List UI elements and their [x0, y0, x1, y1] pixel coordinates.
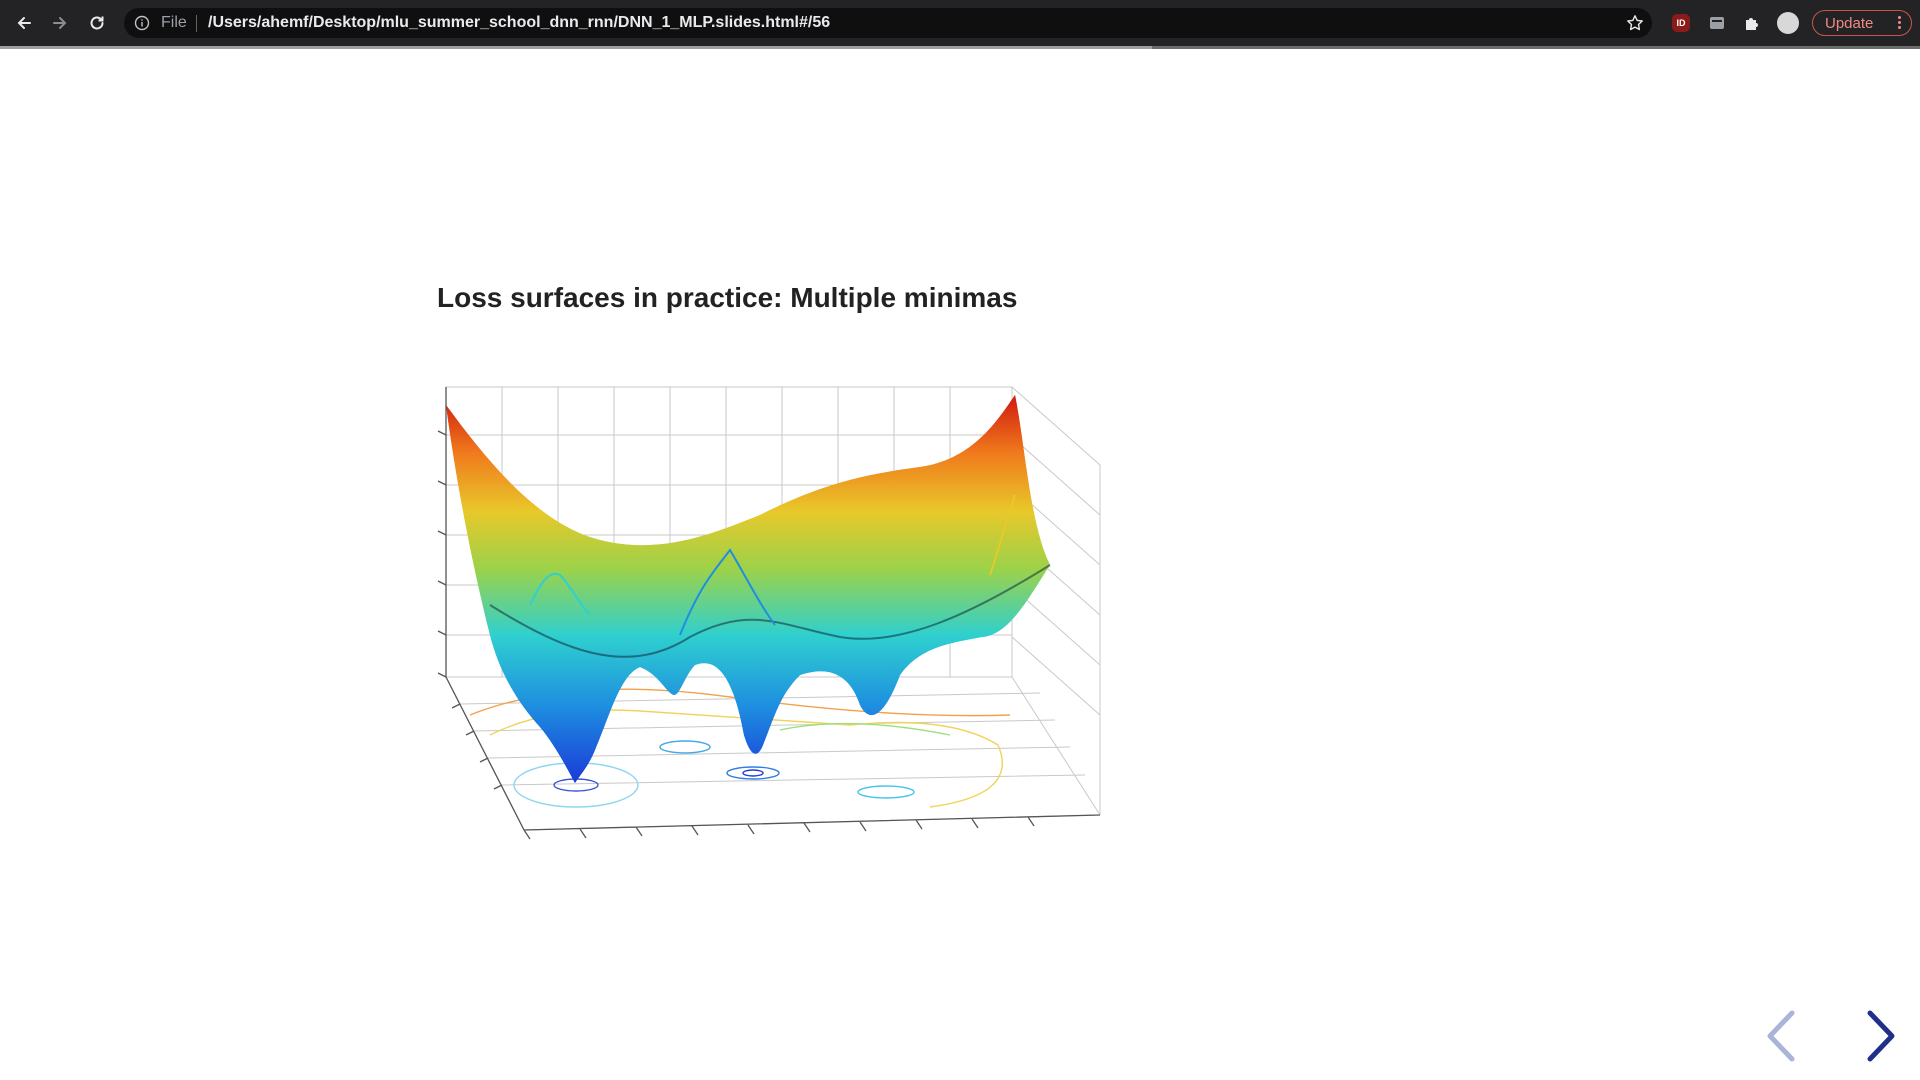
star-icon[interactable] — [1626, 14, 1644, 32]
browser-toolbar: File /Users/ahemf/Desktop/mlu_summer_sch… — [0, 0, 1920, 46]
prev-slide-button[interactable] — [1758, 1005, 1804, 1067]
arrow-right-icon — [53, 17, 67, 29]
slide-progress-bar — [0, 46, 1920, 49]
extensions-button[interactable] — [1741, 12, 1763, 34]
slide-progress-fill — [0, 46, 1152, 49]
capture-icon — [1710, 17, 1724, 29]
reload-button[interactable] — [83, 9, 111, 37]
axis-ticks — [437, 387, 1101, 840]
update-button[interactable]: Update — [1812, 10, 1912, 36]
update-label: Update — [1825, 14, 1874, 32]
arrow-left-icon — [17, 17, 31, 29]
ublock-icon: ID — [1672, 14, 1690, 32]
loss-surface — [446, 395, 1051, 783]
puzzle-icon — [1746, 18, 1758, 30]
ublock-extension-button[interactable]: ID — [1670, 12, 1692, 34]
ublock-badge: ID — [1676, 18, 1686, 28]
back-button[interactable] — [10, 9, 38, 37]
url-scheme-label: File — [161, 14, 187, 31]
address-bar[interactable]: File /Users/ahemf/Desktop/mlu_summer_sch… — [124, 8, 1652, 38]
next-slide-button[interactable] — [1858, 1005, 1904, 1067]
slide-title: Loss surfaces in practice: Multiple mini… — [437, 282, 1018, 313]
url-separator — [196, 15, 197, 32]
profile-avatar-icon[interactable] — [1777, 12, 1799, 34]
capture-extension-button[interactable] — [1706, 12, 1728, 34]
info-icon[interactable] — [134, 15, 150, 31]
more-menu-icon[interactable] — [1898, 16, 1901, 29]
forward-button[interactable] — [46, 9, 74, 37]
chevron-left-icon — [1767, 1010, 1795, 1062]
chevron-right-icon — [1867, 1010, 1895, 1062]
reload-icon — [90, 16, 104, 30]
url-text[interactable]: /Users/ahemf/Desktop/mlu_summer_school_d… — [208, 14, 831, 31]
3d-loss-surface-plot — [437, 386, 1101, 840]
